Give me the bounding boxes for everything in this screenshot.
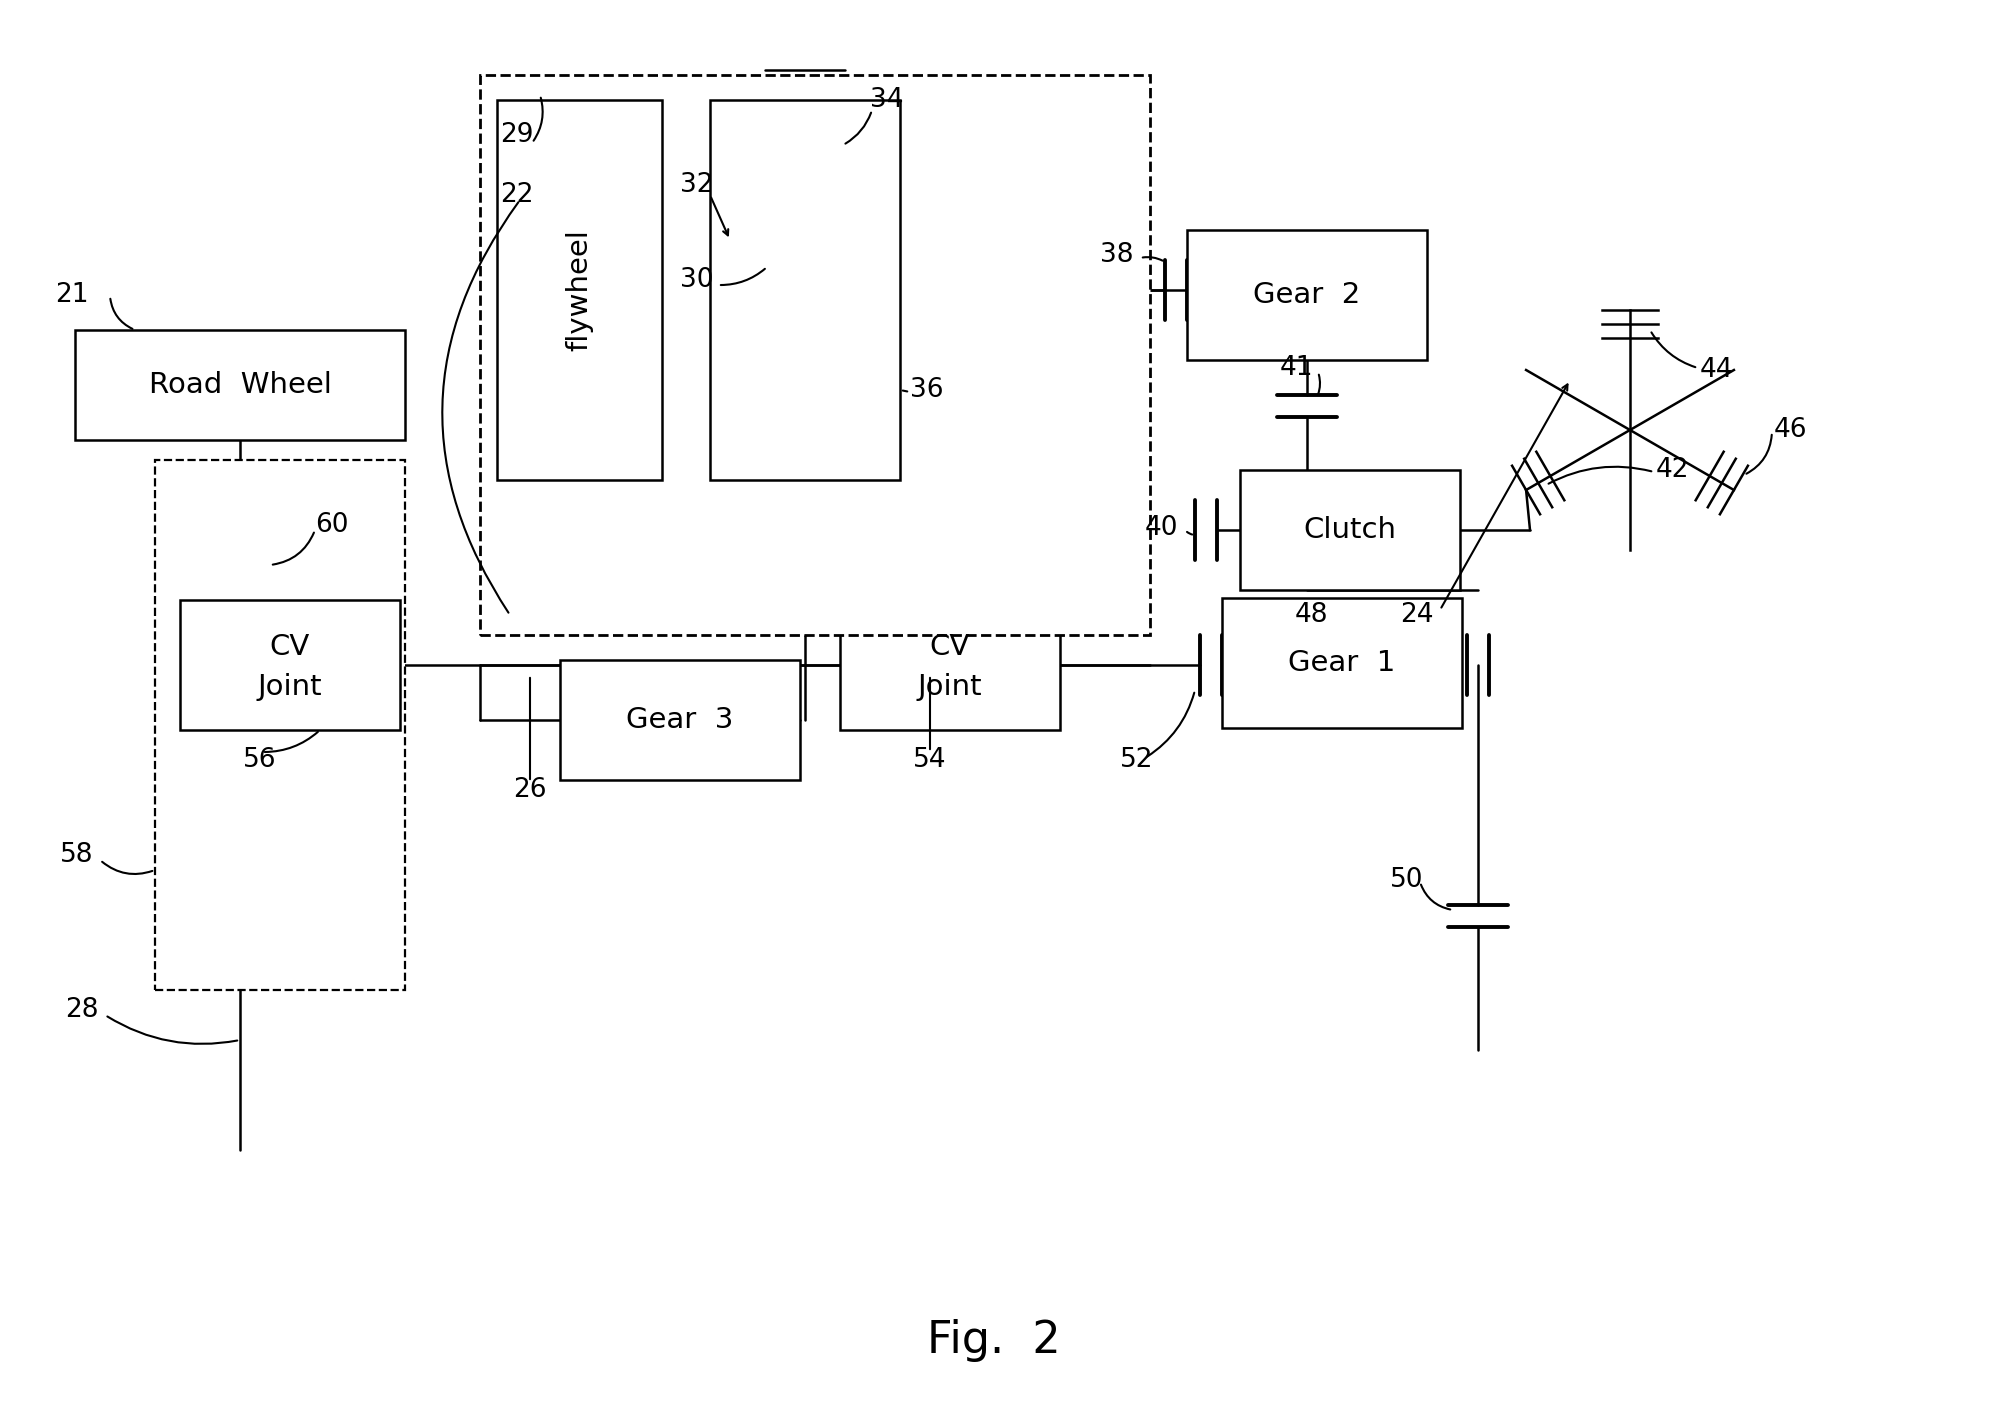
Text: Gear  3: Gear 3 — [627, 705, 734, 734]
Text: Road  Wheel: Road Wheel — [149, 371, 332, 400]
Text: 44: 44 — [1701, 357, 1734, 383]
Text: 48: 48 — [1295, 602, 1329, 629]
Bar — [497, 100, 662, 481]
Bar — [561, 660, 800, 781]
Text: Joint: Joint — [917, 673, 983, 701]
Bar — [155, 459, 406, 990]
Bar — [179, 600, 400, 729]
Bar — [479, 75, 1150, 636]
Text: 34: 34 — [869, 87, 903, 112]
Bar — [839, 600, 1060, 729]
Text: Clutch: Clutch — [1303, 516, 1396, 545]
Text: Gear  2: Gear 2 — [1253, 282, 1360, 309]
Text: 26: 26 — [513, 776, 547, 803]
Bar — [710, 100, 899, 481]
Text: 41: 41 — [1281, 356, 1313, 381]
Bar — [76, 330, 406, 439]
Text: 24: 24 — [1400, 602, 1434, 629]
Text: 32: 32 — [680, 172, 714, 198]
Text: 56: 56 — [243, 747, 276, 774]
Text: Fig.  2: Fig. 2 — [927, 1318, 1060, 1361]
Text: 46: 46 — [1774, 417, 1808, 444]
Text: 54: 54 — [913, 747, 947, 774]
Text: 58: 58 — [60, 842, 93, 867]
Text: 50: 50 — [1390, 867, 1424, 893]
Text: 21: 21 — [56, 282, 88, 309]
Text: CV: CV — [271, 633, 310, 661]
Text: 38: 38 — [1100, 242, 1134, 267]
Text: 40: 40 — [1146, 515, 1179, 540]
Text: 22: 22 — [499, 182, 533, 208]
Bar — [1221, 599, 1462, 728]
Text: 60: 60 — [314, 512, 348, 538]
Text: Gear  1: Gear 1 — [1289, 648, 1396, 677]
Text: 42: 42 — [1657, 456, 1689, 483]
Text: flywheel: flywheel — [565, 229, 593, 351]
Text: 28: 28 — [66, 997, 99, 1022]
Text: 52: 52 — [1120, 747, 1154, 774]
Text: 36: 36 — [911, 377, 943, 402]
Text: Joint: Joint — [259, 673, 322, 701]
Bar — [1239, 471, 1460, 590]
Text: 30: 30 — [680, 267, 714, 293]
Bar — [1187, 230, 1426, 360]
Text: CV: CV — [931, 633, 971, 661]
Text: 29: 29 — [499, 122, 533, 148]
